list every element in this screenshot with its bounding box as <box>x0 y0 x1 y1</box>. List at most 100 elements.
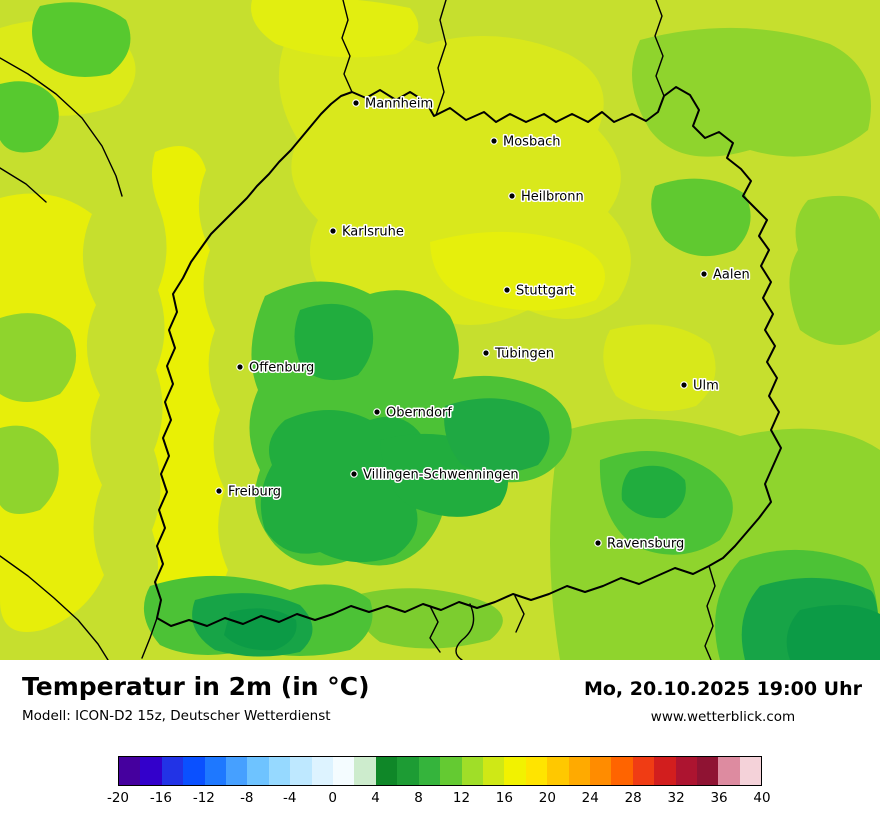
map-title: Temperatur in 2m (in °C) <box>22 672 370 701</box>
colorbar-segment <box>611 757 633 785</box>
colorbar-tick-label: 20 <box>538 790 556 806</box>
colorbar-segment <box>718 757 740 785</box>
colorbar-segment <box>204 757 227 785</box>
footer-left: Temperatur in 2m (in °C) Modell: ICON-D2… <box>22 672 370 724</box>
border-lines-shape <box>514 595 525 633</box>
colorbar-segment <box>183 757 205 785</box>
colorbar-segment <box>440 757 462 785</box>
city-dot <box>236 363 244 371</box>
colorbar-tick-label: 28 <box>624 790 642 806</box>
city-label: Freiburg <box>228 485 281 500</box>
city-dot <box>680 381 688 389</box>
city-dot <box>594 539 602 547</box>
model-info: Modell: ICON-D2 15z, Deutscher Wetterdie… <box>22 707 331 724</box>
colorbar-segment <box>589 757 612 785</box>
border-lines <box>0 0 782 660</box>
temperature-layer-shape <box>786 604 880 660</box>
temperature-layer-shape <box>357 588 503 649</box>
colorbar: -20 -16 -12 -8 -4 0 4 8 12 16 20 24 28 32 36 40 <box>107 756 771 810</box>
city-label: Mosbach <box>503 135 561 150</box>
temperature-layer-shape <box>0 193 104 632</box>
colorbar-tick-label: 0 <box>328 790 337 806</box>
border-lines-shape <box>141 617 158 659</box>
border-lines-shape <box>429 605 441 653</box>
colorbar-labels: -20 -16 -12 -8 -4 0 4 8 12 16 20 24 28 32 36 40 <box>107 790 771 810</box>
colorbar-tick-label: 32 <box>667 790 685 806</box>
colorbar-tick-label: -12 <box>192 790 215 806</box>
border-lines-shape <box>341 0 353 93</box>
temperature-layer-shape <box>632 27 871 157</box>
colorbar-segment <box>654 757 676 785</box>
colorbar-segment <box>418 757 441 785</box>
border-lines-shape <box>455 603 475 660</box>
border-lines-shape <box>154 86 782 627</box>
temperature-layer-shape <box>251 0 419 58</box>
city-dot <box>373 408 381 416</box>
temperature-layer-shape <box>603 324 716 412</box>
colorbar-tick-label: 12 <box>452 790 471 806</box>
colorbar-segment <box>354 757 376 785</box>
colorbar-tick-label: -16 <box>149 790 172 806</box>
city-label: Ravensburg <box>607 537 684 552</box>
border-lines-shape <box>654 0 665 97</box>
colorbar-segment <box>547 757 569 785</box>
colorbar-segment <box>161 757 184 785</box>
city-markers: Mannheim Mosbach Heilbronn Karlsruhe Aalen St… <box>215 95 751 553</box>
city-dot <box>508 192 516 200</box>
colorbar-tick-label: -4 <box>282 790 297 806</box>
footer-text-row: Temperatur in 2m (in °C) Modell: ICON-D2… <box>0 660 880 725</box>
colorbar-segment <box>268 757 291 785</box>
city-label: Villingen-Schwenningen <box>363 468 519 483</box>
city-label: Stuttgart <box>516 284 574 299</box>
colorbar-segment <box>375 757 398 785</box>
temperature-layer-shape <box>0 313 77 402</box>
colorbar-segment <box>482 757 505 785</box>
city-label: Heilbronn <box>521 190 584 205</box>
temperature-layer-shape <box>294 303 374 381</box>
temperature-layer-shape <box>651 178 751 257</box>
city-dot <box>503 286 511 294</box>
weather-map: Mannheim Mosbach Heilbronn Karlsruhe Aalen St… <box>0 0 880 660</box>
colorbar-tick-label: 40 <box>753 790 771 806</box>
border-lines-shape <box>435 0 447 116</box>
colorbar-segment <box>140 757 162 785</box>
city-label: Ulm <box>693 379 719 394</box>
map-container: Mannheim Mosbach Heilbronn Karlsruhe Aalen St… <box>0 0 880 660</box>
city-label: Offenburg <box>249 361 314 376</box>
border-lines-shape <box>0 57 123 197</box>
colorbar-segment <box>525 757 548 785</box>
colorbar-segment <box>397 757 419 785</box>
colorbar-tick-label: 8 <box>414 790 423 806</box>
city-dot <box>350 470 358 478</box>
valid-datetime: Mo, 20.10.2025 19:00 Uhr <box>583 678 862 700</box>
temperature-layer-shape <box>621 465 686 519</box>
temperature-layer-shape <box>0 425 59 514</box>
colorbar-segment <box>311 757 334 785</box>
colorbar-tick-label: 24 <box>581 790 599 806</box>
colorbar-segment <box>226 757 248 785</box>
colorbar-tick-label: -20 <box>106 790 130 806</box>
colorbar-segment <box>675 757 697 785</box>
city-dot <box>700 270 708 278</box>
temperature-layer-shape <box>32 2 131 77</box>
city-dot <box>352 99 360 107</box>
city-label: Oberndorf <box>386 406 452 421</box>
city-label: Tübingen <box>494 347 554 362</box>
city-dot <box>490 137 498 145</box>
colorbar-tick-label: 16 <box>495 790 513 806</box>
city-label: Aalen <box>713 268 750 283</box>
footer-right: Mo, 20.10.2025 19:00 Uhr www.wetterblick… <box>584 673 862 725</box>
colorbar-gradient <box>118 756 762 786</box>
colorbar-segment <box>119 757 141 785</box>
city-label: Mannheim <box>365 97 433 112</box>
colorbar-segment <box>739 757 762 785</box>
city-dot <box>482 349 490 357</box>
city-label: Karlsruhe <box>342 225 404 240</box>
temperature-layer-shape <box>0 81 59 153</box>
colorbar-segment <box>333 757 355 785</box>
temperature-layer-shape <box>430 231 605 311</box>
colorbar-segment <box>568 757 590 785</box>
temperature-layer-shape <box>224 608 297 651</box>
footer: Temperatur in 2m (in °C) Modell: ICON-D2… <box>0 660 880 830</box>
colorbar-segment <box>696 757 719 785</box>
